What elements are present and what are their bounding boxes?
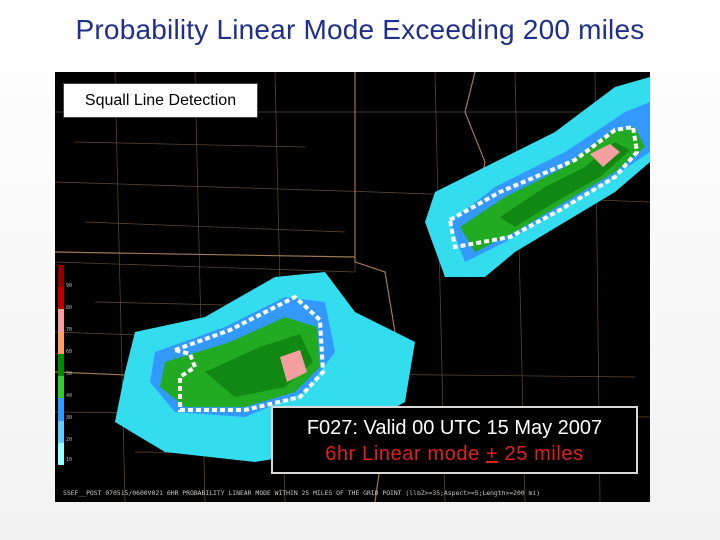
colorbar-swatch — [58, 420, 64, 443]
colorbar-tick: 30 — [66, 415, 73, 421]
colorbar-swatch — [58, 331, 64, 354]
colorbar-tick: 10 — [66, 457, 73, 463]
valid-time-line: F027: Valid 00 UTC 15 May 2007 — [306, 417, 603, 439]
colorbar-tick: 80 — [66, 305, 73, 311]
colorbar-swatch — [58, 398, 64, 421]
squall-line-outlines — [168, 124, 640, 412]
colorbar-swatch — [58, 287, 64, 310]
colorbar-swatch — [58, 376, 64, 399]
colorbar-tick: 60 — [66, 349, 73, 355]
colorbar-tick: 90 — [66, 283, 73, 289]
slide-title: Probability Linear Mode Exceeding 200 mi… — [75, 14, 645, 45]
colorbar-tick: 40 — [66, 393, 73, 399]
map-footer-caption: SSEF__POST 070515/0600V021 6HR PROBABILI… — [63, 489, 541, 497]
map-graphic — [55, 72, 650, 502]
valid-time-box: F027: Valid 00 UTC 15 May 2007 6hr Linea… — [271, 406, 638, 474]
colorbar-swatch — [58, 265, 64, 288]
probability-colorbar: 90 80 70 60 50 40 30 20 10 — [58, 265, 72, 465]
colorbar-swatch — [58, 442, 64, 465]
probability-map — [55, 72, 650, 502]
colorbar-swatches — [58, 265, 64, 465]
squall-line-detection-label: Squall Line Detection — [63, 83, 258, 118]
plus-minus-symbol: + — [486, 443, 499, 465]
linear-mode-line: 6hr Linear mode + 25 miles — [273, 441, 636, 467]
colorbar-tick: 50 — [66, 371, 73, 377]
colorbar-tick: 70 — [66, 327, 73, 333]
colorbar-tick: 20 — [66, 437, 73, 443]
colorbar-swatch — [58, 353, 64, 377]
linear-mode-prefix: 6hr Linear mode — [325, 443, 487, 465]
linear-mode-suffix: 25 miles — [498, 443, 584, 465]
colorbar-swatch — [58, 309, 64, 332]
